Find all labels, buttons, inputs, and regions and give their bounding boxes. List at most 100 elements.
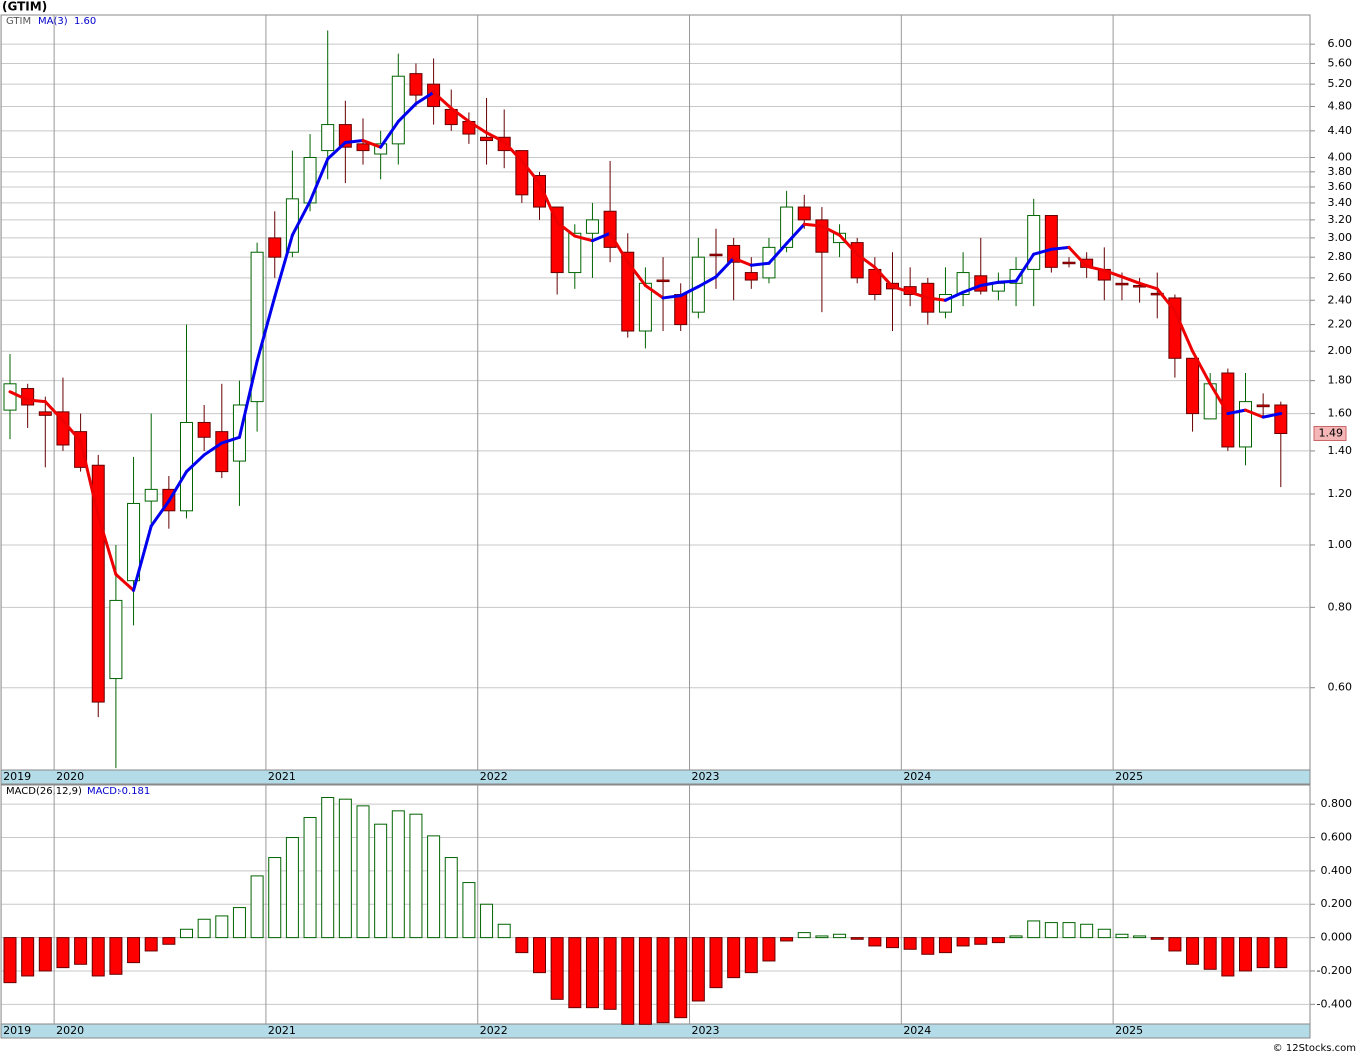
ma-segment [1155, 287, 1177, 313]
ma-segment [643, 284, 665, 300]
ma-segment [838, 233, 859, 256]
ma-segment [1120, 275, 1142, 285]
macd-bar [886, 937, 899, 949]
candle-body [1274, 404, 1288, 434]
ma-segment [714, 256, 736, 279]
macd-bar [638, 937, 652, 1025]
candle-body [533, 175, 546, 208]
y-tick-label: 2.40 [1328, 293, 1353, 306]
y-tick-label: -0.200 [1317, 964, 1352, 977]
macd-bar [215, 915, 229, 939]
y-tick-label: -0.400 [1317, 997, 1352, 1010]
ma-segment [820, 224, 842, 237]
x-tick-label: 2022 [480, 770, 508, 783]
macd-bar [1009, 935, 1023, 939]
ma-segment [149, 499, 171, 528]
macd-bar [144, 937, 158, 952]
ma-segment [996, 279, 1018, 284]
ma-segment [8, 390, 30, 402]
macd-bar [674, 937, 688, 1019]
macd-bar [797, 932, 811, 939]
x-tick-label: 2024 [903, 770, 931, 783]
ma-segment [396, 102, 418, 123]
legend-ma: MA(3) [38, 16, 68, 27]
y-tick-label: 5.20 [1328, 77, 1353, 90]
legend-symbol: GTIM [6, 16, 31, 27]
candle-body [374, 143, 388, 155]
ma-segment [202, 441, 224, 457]
candle-body [109, 599, 123, 680]
candle-body [956, 272, 970, 296]
x-tick-label: 2023 [692, 1024, 720, 1037]
macd-bar [921, 937, 935, 955]
macd-bar [1027, 920, 1041, 939]
x-tick-label: 2020 [56, 770, 84, 783]
x-tick-label: 2020 [56, 1024, 84, 1037]
candle-body [1115, 282, 1129, 286]
macd-bar [868, 937, 882, 947]
macd-bar [109, 937, 123, 975]
macd-bar [780, 937, 794, 942]
candle-body [480, 136, 494, 142]
macd-bar [1186, 937, 1200, 965]
macd-bar [1274, 937, 1288, 969]
ma-segment [961, 284, 983, 294]
candle-body [268, 237, 282, 258]
macd-bar [268, 857, 282, 939]
ma-segment [908, 290, 930, 300]
macd-year-band [0, 1023, 1311, 1039]
macd-bar [833, 933, 847, 939]
ma-segment [855, 252, 877, 269]
candle-body [197, 421, 211, 438]
candle-body [1221, 372, 1235, 448]
ma-segment [626, 260, 647, 288]
ma-segment [167, 470, 188, 503]
price-tag [1313, 425, 1347, 441]
macd-bar [338, 798, 352, 939]
ma-segment [414, 90, 436, 106]
y-tick-label: 2.80 [1328, 250, 1353, 263]
candle-body [780, 206, 794, 248]
macd-bar [180, 928, 193, 939]
macd-bar [409, 813, 423, 939]
y-tick-label: 0.80 [1328, 600, 1353, 613]
candle-body [638, 282, 652, 332]
candle-body [144, 488, 158, 502]
ma-segment [1191, 349, 1212, 386]
ma-segment [43, 400, 65, 423]
ma-segment [432, 90, 453, 110]
macd-bar [1239, 937, 1252, 972]
macd-bar [709, 937, 723, 989]
candle-body [797, 206, 811, 221]
ma-segment [1102, 268, 1124, 279]
y-tick-label: 2.00 [1328, 344, 1353, 357]
macd-bar [285, 837, 299, 939]
x-tick-label: 2025 [1115, 770, 1143, 783]
macd-bar [762, 937, 776, 962]
price-tag-label: 1.49 [1319, 426, 1344, 439]
candle-body [1027, 215, 1041, 270]
macd-bar [74, 937, 88, 965]
candle-body [656, 279, 670, 283]
ma-segment [679, 285, 700, 298]
ma-segment [1138, 281, 1159, 291]
macd-bar [1080, 923, 1094, 939]
y-tick-label: 3.60 [1328, 180, 1353, 193]
macd-bar [691, 937, 705, 1002]
macd-bar [444, 857, 458, 939]
macd-bar [1168, 937, 1182, 952]
macd-bar [656, 937, 670, 1024]
ma-segment [873, 265, 894, 289]
macd-bar [974, 937, 988, 945]
x-tick-label: 2023 [692, 770, 720, 783]
ma-segment [520, 159, 541, 185]
macd-bar [1256, 937, 1270, 969]
candle-body [709, 253, 723, 257]
legend-macd: MACD(26,12,9) [6, 786, 82, 797]
y-tick-label: 4.40 [1328, 124, 1353, 137]
y-tick-label: 2.60 [1328, 271, 1353, 284]
x-tick-label: 2019 [3, 1024, 31, 1037]
macd-bar [603, 937, 617, 1010]
macd-bar [550, 937, 564, 1000]
